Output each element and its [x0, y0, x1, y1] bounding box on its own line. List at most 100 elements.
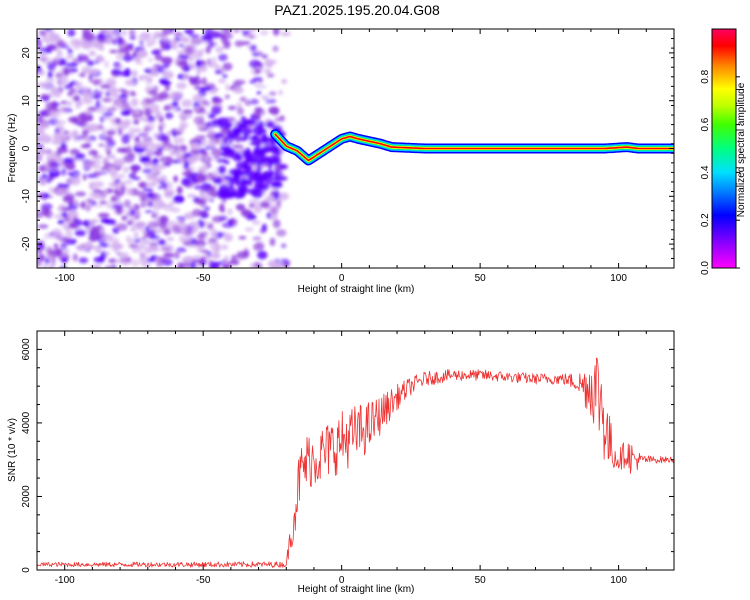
- heatmap-cell: [87, 106, 98, 112]
- heatmap-cell: [206, 128, 214, 133]
- heatmap-cell: [205, 45, 211, 54]
- heatmap-cell: [176, 107, 182, 112]
- colorbar-label: Normalized spectral amplitude: [736, 82, 747, 217]
- heatmap-cell: [246, 188, 258, 195]
- heatmap-cell: [225, 139, 232, 146]
- heatmap-cell: [182, 109, 194, 114]
- heatmap-cell: [43, 84, 54, 88]
- heatmap-cell: [56, 41, 68, 47]
- y-tick-label: -10: [21, 189, 32, 204]
- heatmap-cell: [114, 259, 124, 263]
- heatmap-signal-trace: [270, 129, 674, 166]
- heatmap-cell: [217, 165, 227, 175]
- heatmap-cell: [122, 54, 133, 62]
- heatmap-cell: [145, 151, 154, 157]
- heatmap-cell: [236, 153, 242, 158]
- heatmap-cell: [208, 90, 218, 95]
- heatmap-cell: [152, 33, 160, 40]
- heatmap-cell: [264, 68, 272, 74]
- heatmap-cell: [231, 254, 237, 261]
- heatmap-cell: [191, 228, 196, 235]
- heatmap-cell: [57, 79, 64, 88]
- heatmap-cell: [268, 91, 277, 96]
- heatmap-cell: [133, 231, 139, 239]
- heatmap-cell: [131, 69, 138, 78]
- heatmap-cell: [233, 193, 244, 199]
- heatmap-cell: [181, 66, 187, 70]
- heatmap-cell: [235, 181, 242, 187]
- heatmap-cell: [48, 29, 55, 36]
- heatmap-cell: [166, 236, 175, 242]
- heatmap-cell: [118, 252, 130, 260]
- heatmap-cell: [227, 208, 233, 216]
- heatmap-cell: [266, 73, 275, 78]
- heatmap-cell: [130, 227, 136, 232]
- heatmap-cell: [154, 53, 163, 61]
- heatmap-cell: [224, 94, 230, 100]
- heatmap-cell: [105, 107, 117, 112]
- heatmap-cell: [95, 100, 101, 109]
- heatmap-cell: [165, 112, 174, 120]
- heatmap-cell: [222, 62, 233, 71]
- heatmap-cell: [104, 60, 110, 69]
- heatmap-cell: [176, 148, 182, 154]
- y-tick-label: 10: [21, 95, 32, 107]
- heatmap-cell: [266, 212, 271, 219]
- heatmap-cell: [47, 159, 57, 169]
- heatmap-cell: [38, 47, 49, 53]
- heatmap-cell: [253, 242, 265, 251]
- heatmap-cell: [98, 143, 106, 147]
- heatmap-cell: [182, 260, 190, 268]
- heatmap-cell: [57, 60, 65, 65]
- heatmap-cell: [84, 219, 90, 229]
- y-tick-label: 0: [21, 567, 32, 573]
- heatmap-cell: [197, 173, 208, 182]
- heatmap-cell: [42, 97, 49, 102]
- heatmap-cell: [110, 196, 117, 203]
- heatmap-cell: [244, 166, 253, 177]
- heatmap-cell: [144, 108, 152, 118]
- heatmap-cell: [139, 74, 150, 79]
- heatmap-cell: [138, 181, 148, 189]
- heatmap-cell: [50, 249, 62, 257]
- heatmap-cell: [175, 247, 187, 253]
- heatmap-cell: [131, 111, 142, 116]
- heatmap-cell: [163, 189, 174, 199]
- heatmap-cell: [92, 193, 104, 199]
- heatmap-cell: [69, 148, 80, 155]
- heatmap-cell: [62, 249, 71, 254]
- heatmap-cell: [247, 176, 253, 187]
- x-tick-label: 50: [475, 273, 487, 284]
- colorbar-tick-label: 0.0: [700, 261, 711, 275]
- heatmap-cell: [186, 193, 197, 198]
- heatmap-cell: [131, 92, 137, 97]
- heatmap-cell: [214, 132, 224, 139]
- heatmap-cell: [164, 181, 173, 190]
- heatmap-cell: [62, 157, 75, 164]
- heatmap-cell: [177, 54, 189, 59]
- heatmap-cell: [81, 41, 92, 50]
- heatmap-cell: [201, 138, 207, 147]
- heatmap-cell: [278, 164, 289, 170]
- heatmap-cell: [253, 204, 263, 214]
- heatmap-cell: [42, 263, 48, 268]
- heatmap-cell: [98, 242, 110, 248]
- heatmap-cell: [74, 153, 86, 160]
- heatmap-cell: [56, 156, 64, 160]
- heatmap-cell: [256, 50, 263, 56]
- heatmap-cell: [163, 252, 175, 258]
- heatmap-cell: [73, 95, 81, 102]
- heatmap-cell: [56, 149, 62, 156]
- heatmap-cell: [208, 237, 218, 244]
- heatmap-cell: [276, 229, 287, 237]
- heatmap-cell: [179, 124, 190, 128]
- heatmap-cell: [45, 76, 55, 84]
- heatmap-cell: [91, 218, 99, 224]
- heatmap-cell: [111, 68, 123, 75]
- heatmap-cell: [45, 102, 56, 110]
- heatmap-cell: [111, 88, 120, 94]
- heatmap-cell: [127, 43, 134, 47]
- heatmap-cell: [79, 86, 91, 91]
- heatmap-cell: [95, 56, 105, 63]
- heatmap-cell: [131, 259, 139, 267]
